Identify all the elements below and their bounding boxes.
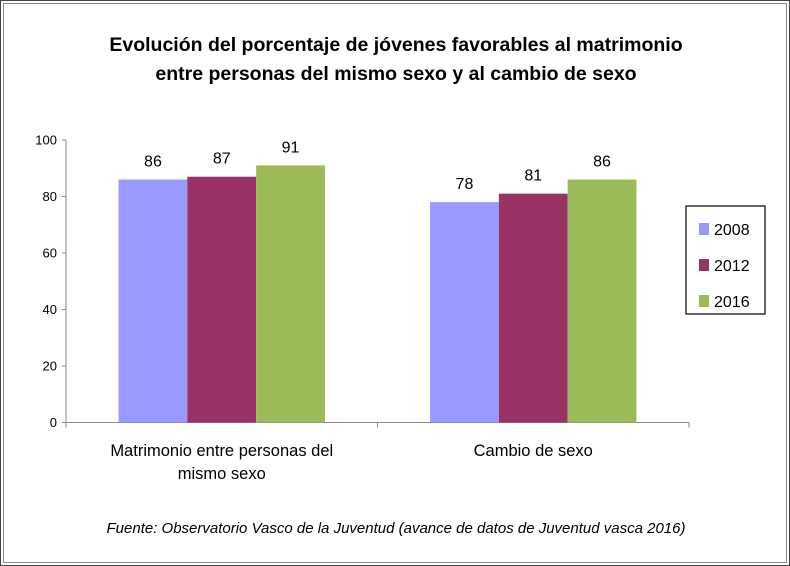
title-line-2: entre personas del mismo sexo y al cambi… <box>155 63 637 85</box>
chart-title: Evolución del porcentaje de jóvenes favo… <box>1 31 789 89</box>
bar-2008 <box>118 179 188 423</box>
data-label: 86 <box>144 154 162 171</box>
data-label: 86 <box>593 154 611 171</box>
y-tick-label: 40 <box>43 302 57 317</box>
y-tick-label: 60 <box>43 246 57 261</box>
bar-2016 <box>567 179 637 423</box>
legend-label: 2008 <box>714 222 750 239</box>
y-tick-label: 20 <box>43 359 57 374</box>
bar-2016 <box>256 165 325 423</box>
data-label: 81 <box>524 168 542 185</box>
legend-swatch-2012 <box>699 259 709 271</box>
category-label: Cambio de sexo <box>474 442 593 460</box>
data-label: 91 <box>282 139 300 156</box>
legend-label: 2012 <box>714 258 750 275</box>
bar-2012 <box>498 193 568 423</box>
legend-label: 2016 <box>714 294 750 311</box>
legend-swatch-2008 <box>699 223 709 235</box>
source-note: Fuente: Observatorio Vasco de la Juventu… <box>106 520 686 537</box>
y-tick-label: 80 <box>43 189 57 204</box>
legend-swatch-2016 <box>699 295 709 307</box>
data-label: 78 <box>456 176 474 193</box>
inner-border <box>3 3 787 563</box>
bar-2012 <box>187 176 257 423</box>
category-label: mismo sexo <box>178 465 266 483</box>
title-line-1: Evolución del porcentaje de jóvenes favo… <box>109 34 683 56</box>
category-label: Matrimonio entre personas del <box>110 442 333 460</box>
data-label: 87 <box>213 151 231 168</box>
y-tick-label: 0 <box>50 415 57 430</box>
bar-2008 <box>430 202 499 423</box>
y-tick-label: 100 <box>35 133 57 148</box>
